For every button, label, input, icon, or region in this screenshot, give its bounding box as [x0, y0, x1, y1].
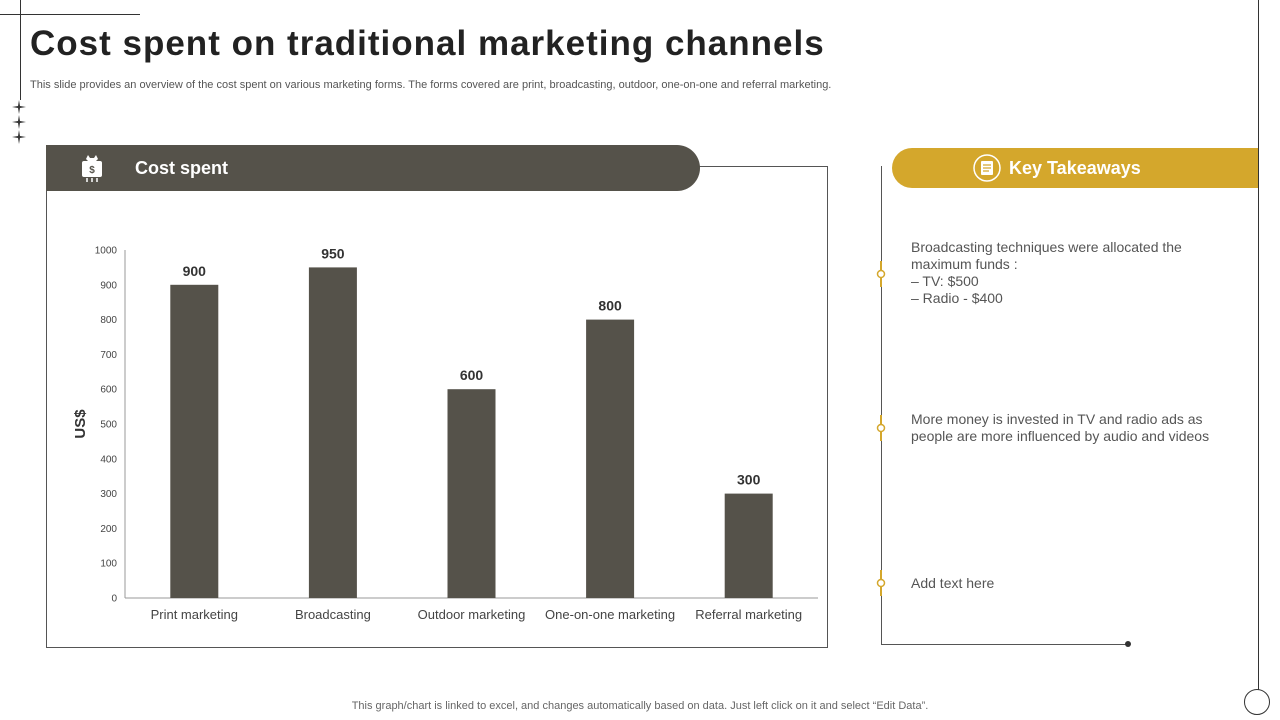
chart-header: $ Cost spent [46, 145, 700, 191]
y-tick-label: 200 [100, 524, 117, 535]
bar-value-label: 900 [183, 263, 207, 279]
y-tick-label: 500 [100, 420, 117, 431]
decor-circle [1244, 689, 1270, 715]
y-tick-label: 800 [100, 315, 117, 326]
sparkle-icon [12, 115, 26, 129]
bar-value-label: 800 [598, 298, 622, 314]
takeaway-line: people are more influenced by audio and … [911, 428, 1210, 444]
bar-value-label: 300 [737, 472, 761, 488]
x-tick-label: Referral marketing [695, 607, 802, 622]
sparkle-icons [12, 100, 26, 145]
money-bag-icon: $ [82, 155, 102, 182]
bar [447, 389, 496, 598]
decor-line-right [1258, 0, 1259, 690]
y-tick-label: 900 [100, 280, 117, 291]
x-tick-label: One-on-one marketing [545, 607, 675, 622]
takeaway-item-2[interactable]: More money is invested in TV and radio a… [911, 411, 1231, 445]
y-axis-label: US$ [72, 409, 89, 439]
takeaway-marker [876, 261, 886, 287]
page-subtitle: This slide provides an overview of the c… [30, 79, 832, 91]
y-tick-label: 400 [100, 454, 117, 465]
bar-value-label: 600 [460, 367, 484, 383]
takeaway-marker [876, 415, 886, 441]
y-tick-label: 700 [100, 350, 117, 361]
takeaway-bullet: – Radio - $400 [911, 290, 1003, 306]
takeaways-end-dot [1125, 641, 1131, 647]
takeaways-baseline [881, 644, 1128, 645]
takeaways-header-label: Key Takeaways [1009, 158, 1141, 178]
sparkle-icon [12, 100, 26, 114]
bar [724, 493, 773, 598]
notepad-icon [973, 154, 1001, 182]
takeaway-line: Broadcasting techniques were allocated t… [911, 239, 1182, 255]
bar [308, 267, 357, 598]
decor-line-top [0, 14, 140, 15]
bar [586, 319, 635, 598]
decor-line-left [20, 0, 21, 100]
y-tick-label: 300 [100, 489, 117, 500]
y-tick-label: 100 [100, 559, 117, 570]
sparkle-icon [12, 130, 26, 144]
x-tick-label: Outdoor marketing [418, 607, 526, 622]
takeaways-line [881, 166, 882, 645]
y-tick-label: 1000 [95, 246, 118, 257]
takeaway-item-1[interactable]: Broadcasting techniques were allocated t… [911, 239, 1231, 307]
y-tick-label: 0 [111, 594, 117, 605]
chart-header-label: Cost spent [135, 158, 229, 178]
takeaway-line: More money is invested in TV and radio a… [911, 411, 1203, 427]
x-tick-label: Broadcasting [295, 607, 371, 622]
y-tick-label: 600 [100, 385, 117, 396]
takeaway-item-3[interactable]: Add text here [911, 575, 1231, 592]
bar-chart[interactable]: 0 100 200 300 400 500 600 700 800 900 1000 US$ 900 Pr… [46, 166, 828, 648]
takeaways-header: Key Takeaways [892, 148, 1258, 188]
bar-value-label: 950 [321, 245, 345, 261]
footnote: This graph/chart is linked to excel, and… [351, 700, 929, 712]
x-tick-label: Print marketing [151, 607, 238, 622]
takeaway-line: Add text here [911, 575, 995, 591]
bar [170, 284, 219, 598]
page-title: Cost spent on traditional marketing chan… [30, 24, 825, 63]
svg-text:$: $ [89, 165, 95, 176]
takeaway-bullet: – TV: $500 [911, 273, 979, 289]
takeaway-marker [876, 570, 886, 596]
takeaway-line: maximum funds : [911, 256, 1018, 272]
